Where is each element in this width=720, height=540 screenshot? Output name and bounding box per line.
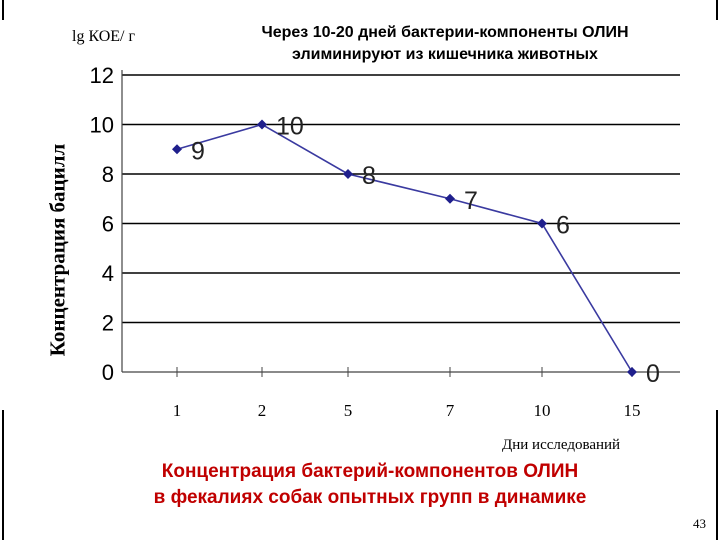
series-line (176, 123, 633, 373)
y-tick-label: 10 (90, 113, 114, 138)
x-tick-label: 5 (344, 401, 353, 420)
page-number: 43 (693, 516, 706, 531)
x-tick-label: 1 (173, 401, 182, 420)
data-point (172, 144, 182, 155)
y-unit-label: lg КОЕ/ г (72, 28, 136, 45)
y-tick-label: 12 (90, 63, 114, 88)
slide-frame-right (716, 410, 718, 540)
x-tick-label: 10 (534, 401, 551, 420)
data-point (627, 367, 637, 377)
data-label: 6 (556, 212, 570, 240)
slide-frame-right (716, 0, 718, 20)
y-tick-label: 2 (102, 311, 114, 336)
caption-line1: Концентрация бактерий-компонентов ОЛИН (161, 461, 579, 482)
x-tick-label: 7 (446, 401, 455, 420)
data-label: 7 (464, 187, 478, 215)
data-label: 9 (191, 137, 205, 165)
data-point (537, 218, 547, 229)
top-note: Через 10-20 дней бактерии-компоненты ОЛИ… (205, 22, 685, 66)
x-tick-label: 15 (624, 401, 641, 420)
data-label: 0 (646, 360, 660, 388)
data-label: 8 (362, 162, 376, 190)
data-point (257, 119, 267, 130)
y-tick-label: 4 (102, 261, 114, 286)
data-label: 10 (276, 113, 304, 141)
x-tick-label: 2 (258, 401, 267, 420)
y-tick-label: 0 (102, 360, 114, 385)
y-axis-title: Концентрация бацилл (45, 143, 70, 357)
slide-frame-left (2, 0, 4, 20)
x-axis-title: Дни исследований (502, 437, 621, 453)
data-point (343, 169, 353, 179)
slide-frame-left (2, 410, 4, 540)
y-tick-label: 6 (102, 212, 114, 237)
y-tick-label: 8 (102, 162, 114, 187)
top-note-line1: Через 10-20 дней бактерии-компоненты ОЛИ… (261, 24, 629, 41)
caption-line2: в фекалиях собак опытных групп в динамик… (153, 487, 587, 508)
slide-caption: Концентрация бактерий-компонентов ОЛИН в… (60, 459, 680, 511)
top-note-line2: элиминируют из кишечника животных (292, 46, 598, 63)
data-point (445, 193, 455, 204)
